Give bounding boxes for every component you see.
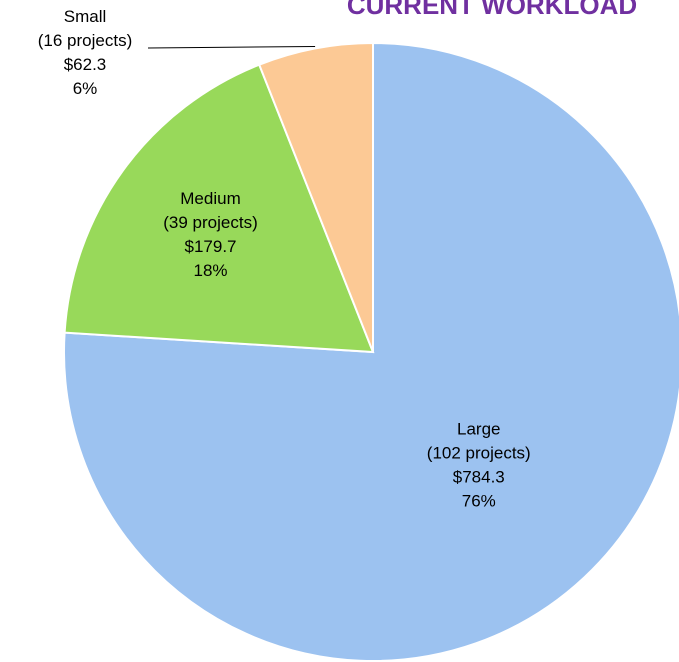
slice-amount: $784.3 xyxy=(453,468,505,487)
chart-title: CURRENT WORKLOAD xyxy=(347,0,637,20)
slice-percent: 6% xyxy=(73,79,98,98)
slice-amount: $62.3 xyxy=(64,55,107,74)
slice-percent: 18% xyxy=(193,261,227,280)
pie-slice xyxy=(63,63,375,354)
slice-name: Medium xyxy=(180,189,240,208)
leader-line xyxy=(147,45,316,49)
slice-name: Small xyxy=(64,7,107,26)
slice-percent: 76% xyxy=(462,492,496,511)
slice-projects: (102 projects) xyxy=(427,444,531,463)
slice-projects: (16 projects) xyxy=(38,31,132,50)
pie-slice xyxy=(257,41,374,353)
slice-projects: (39 projects) xyxy=(163,213,257,232)
slice-amount: $179.7 xyxy=(185,237,237,256)
slice-name: Large xyxy=(457,420,500,439)
